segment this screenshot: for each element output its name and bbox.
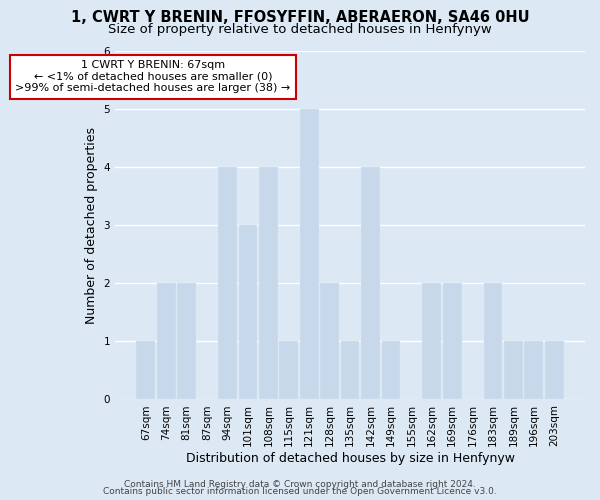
Bar: [157, 284, 176, 400]
Bar: [136, 342, 155, 400]
Bar: [484, 284, 502, 400]
Bar: [545, 342, 563, 400]
Text: 1 CWRT Y BRENIN: 67sqm
← <1% of detached houses are smaller (0)
>99% of semi-det: 1 CWRT Y BRENIN: 67sqm ← <1% of detached…: [16, 60, 290, 94]
Y-axis label: Number of detached properties: Number of detached properties: [85, 127, 98, 324]
Bar: [239, 226, 257, 400]
Bar: [504, 342, 523, 400]
Bar: [259, 168, 278, 400]
Bar: [300, 110, 319, 400]
Bar: [218, 168, 237, 400]
Text: Contains HM Land Registry data © Crown copyright and database right 2024.: Contains HM Land Registry data © Crown c…: [124, 480, 476, 489]
Text: 1, CWRT Y BRENIN, FFOSYFFIN, ABERAERON, SA46 0HU: 1, CWRT Y BRENIN, FFOSYFFIN, ABERAERON, …: [71, 10, 529, 25]
Bar: [443, 284, 461, 400]
Text: Contains public sector information licensed under the Open Government Licence v3: Contains public sector information licen…: [103, 488, 497, 496]
Bar: [524, 342, 543, 400]
Bar: [320, 284, 339, 400]
Bar: [422, 284, 441, 400]
Bar: [361, 168, 380, 400]
Bar: [341, 342, 359, 400]
X-axis label: Distribution of detached houses by size in Henfynyw: Distribution of detached houses by size …: [185, 452, 515, 465]
Bar: [280, 342, 298, 400]
Bar: [382, 342, 400, 400]
Text: Size of property relative to detached houses in Henfynyw: Size of property relative to detached ho…: [108, 22, 492, 36]
Bar: [178, 284, 196, 400]
